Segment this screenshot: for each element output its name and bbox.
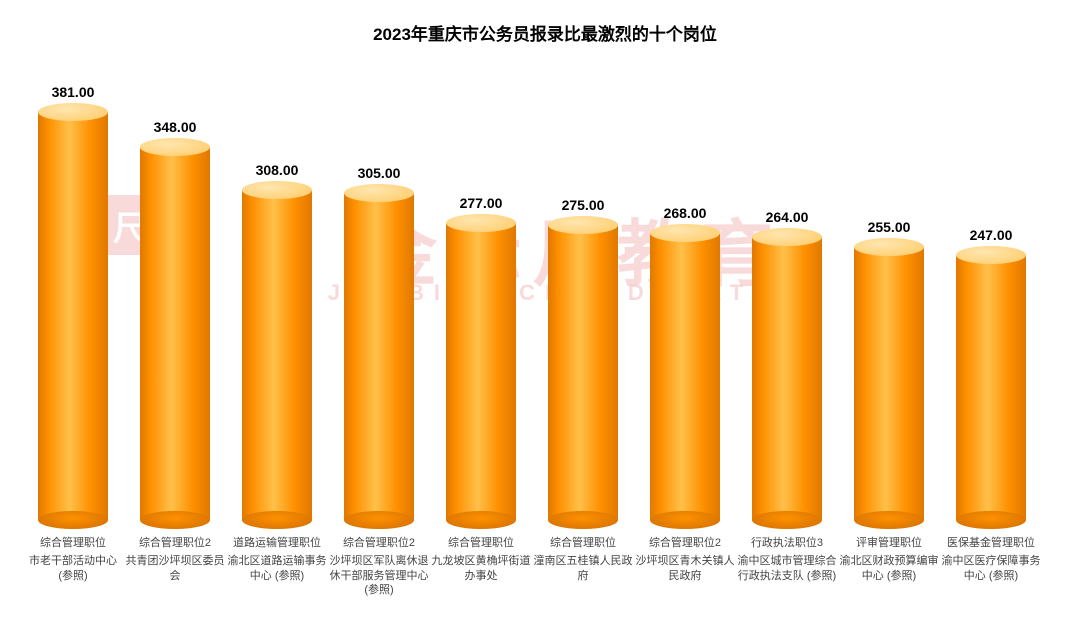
bar-bottom-ellipse: [752, 511, 822, 529]
x-label-org: 渝北区财政预算编审中心 (参照): [838, 554, 940, 583]
x-label: 综合管理职位九龙坡区黄桷坪街道办事处: [430, 536, 532, 583]
bar-cylinder: 381.00: [38, 112, 108, 520]
bar-cylinder: 264.00: [752, 237, 822, 520]
bar-bottom-ellipse: [446, 511, 516, 529]
bar-body: [344, 193, 414, 520]
bar-bottom-ellipse: [854, 511, 924, 529]
bar-top-ellipse: [242, 181, 312, 199]
plot-area: 尺 金标尺教育 JIN BIAO CHI EDUCATION 381.00348…: [30, 70, 1060, 520]
x-label-org: 渝中区医疗保障事务中心 (参照): [940, 554, 1042, 583]
bar-value-label: 275.00: [548, 197, 618, 213]
x-label: 道路运输管理职位渝北区道路运输事务中心 (参照): [226, 536, 328, 583]
x-label-org: 市老干部活动中心(参照): [22, 554, 124, 583]
bar-value-label: 264.00: [752, 209, 822, 225]
bar-bottom-ellipse: [956, 511, 1026, 529]
bar-value-label: 277.00: [446, 195, 516, 211]
x-label-job: 综合管理职位2: [328, 536, 430, 550]
x-label-job: 医保基金管理职位: [940, 536, 1042, 550]
bar-cylinder: 308.00: [242, 190, 312, 520]
bar-cylinder: 275.00: [548, 225, 618, 520]
bar-body: [650, 233, 720, 520]
bar-bottom-ellipse: [650, 511, 720, 529]
x-label-job: 行政执法职位3: [736, 536, 838, 550]
x-label: 评审管理职位渝北区财政预算编审中心 (参照): [838, 536, 940, 583]
bar-value-label: 348.00: [140, 119, 210, 135]
x-label-org: 潼南区五桂镇人民政府: [532, 554, 634, 583]
bar-cylinder: 255.00: [854, 247, 924, 520]
bar-bottom-ellipse: [344, 511, 414, 529]
x-label-org: 共青团沙坪坝区委员会: [124, 554, 226, 583]
bar-body: [242, 190, 312, 520]
bar-cylinder: 348.00: [140, 147, 210, 520]
bar-cylinder: 268.00: [650, 233, 720, 520]
bar-body: [446, 223, 516, 520]
bar-cylinder: 277.00: [446, 223, 516, 520]
x-axis-labels: 综合管理职位市老干部活动中心(参照)综合管理职位2共青团沙坪坝区委员会道路运输管…: [30, 536, 1060, 625]
x-label-org: 沙坪坝区青木关镇人民政府: [634, 554, 736, 583]
bar-body: [956, 255, 1026, 520]
bar-top-ellipse: [854, 238, 924, 256]
bar-top-ellipse: [650, 224, 720, 242]
bar-body: [548, 225, 618, 520]
x-label: 行政执法职位3 渝中区城市管理综合行政执法支队 (参照): [736, 536, 838, 583]
x-label: 综合管理职位2 共青团沙坪坝区委员会: [124, 536, 226, 583]
bar-value-label: 268.00: [650, 205, 720, 221]
x-label: 综合管理职位2 沙坪坝区青木关镇人民政府: [634, 536, 736, 583]
x-label-job: 道路运输管理职位: [226, 536, 328, 550]
bar-value-label: 308.00: [242, 162, 312, 178]
x-label-org: 渝中区城市管理综合行政执法支队 (参照): [736, 554, 838, 583]
bar-body: [752, 237, 822, 520]
x-label-org: 沙坪坝区军队离休退休干部服务管理中心(参照): [328, 554, 430, 597]
bar-bottom-ellipse: [548, 511, 618, 529]
x-label-org: 九龙坡区黄桷坪街道办事处: [430, 554, 532, 583]
bar-body: [38, 112, 108, 520]
x-label: 综合管理职位2 沙坪坝区军队离休退休干部服务管理中心(参照): [328, 536, 430, 597]
chart-container: 2023年重庆市公务员报录比最激烈的十个岗位 尺 金标尺教育 JIN BIAO …: [0, 0, 1080, 625]
bar-top-ellipse: [38, 103, 108, 121]
bar-cylinder: 305.00: [344, 193, 414, 520]
x-label-job: 综合管理职位: [532, 536, 634, 550]
x-label-job: 综合管理职位2: [124, 536, 226, 550]
bar-value-label: 305.00: [344, 165, 414, 181]
x-label: 综合管理职位潼南区五桂镇人民政府: [532, 536, 634, 583]
x-label-job: 综合管理职位: [22, 536, 124, 550]
x-label: 综合管理职位市老干部活动中心(参照): [22, 536, 124, 583]
x-label-job: 综合管理职位2: [634, 536, 736, 550]
chart-title: 2023年重庆市公务员报录比最激烈的十个岗位: [30, 20, 1060, 45]
x-label-job: 综合管理职位: [430, 536, 532, 550]
bar-value-label: 255.00: [854, 219, 924, 235]
x-label: 医保基金管理职位渝中区医疗保障事务中心 (参照): [940, 536, 1042, 583]
bar-value-label: 247.00: [956, 227, 1026, 243]
bar-bottom-ellipse: [242, 511, 312, 529]
bar-cylinder: 247.00: [956, 255, 1026, 520]
bar-body: [140, 147, 210, 520]
bar-value-label: 381.00: [38, 84, 108, 100]
bar-body: [854, 247, 924, 520]
x-label-job: 评审管理职位: [838, 536, 940, 550]
bar-bottom-ellipse: [140, 511, 210, 529]
bar-bottom-ellipse: [38, 511, 108, 529]
x-label-org: 渝北区道路运输事务中心 (参照): [226, 554, 328, 583]
